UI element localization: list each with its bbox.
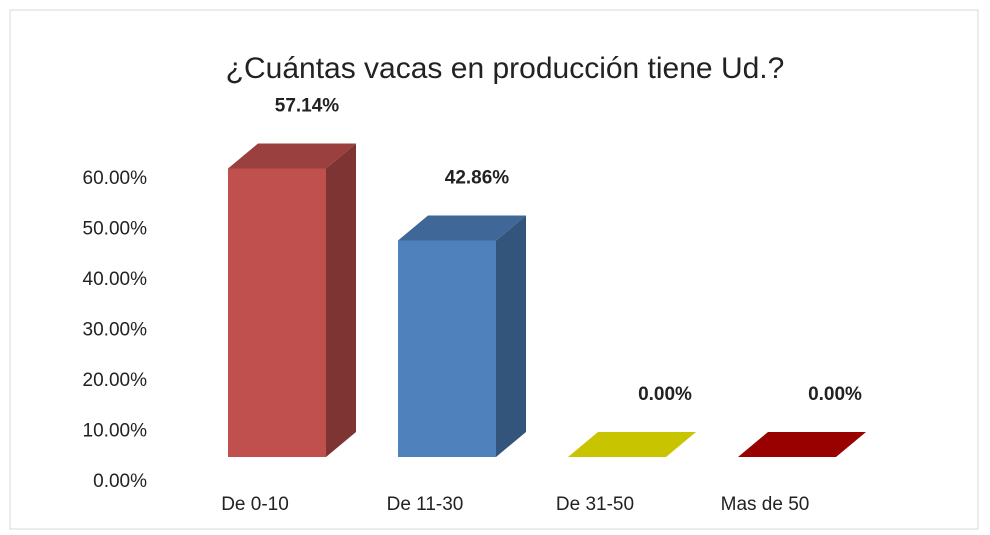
bar-side: [326, 143, 356, 457]
value-label: 57.14%: [275, 95, 340, 116]
bar-front: [228, 168, 326, 457]
bar-top: [738, 432, 866, 457]
value-label: 0.00%: [808, 384, 862, 405]
x-tick-label: De 0-10: [221, 494, 289, 515]
bar-top: [568, 432, 696, 457]
bar: [398, 215, 526, 457]
bar: [228, 143, 356, 457]
y-tick-label: 60.00%: [83, 168, 148, 189]
y-tick-label: 0.00%: [93, 471, 147, 492]
y-tick-label: 10.00%: [83, 421, 148, 442]
x-tick-label: De 31-50: [556, 494, 634, 515]
bar: [568, 432, 696, 457]
x-tick-label: De 11-30: [387, 494, 464, 515]
y-tick-label: 40.00%: [83, 269, 148, 290]
chart-title: ¿Cuántas vacas en producción tiene Ud.?: [226, 52, 785, 85]
y-tick-label: 50.00%: [83, 219, 148, 240]
value-label: 42.86%: [445, 168, 510, 189]
bar-front: [398, 240, 496, 457]
y-tick-label: 30.00%: [83, 320, 148, 341]
y-tick-label: 20.00%: [83, 370, 148, 391]
x-tick-label: Mas de 50: [721, 494, 810, 515]
bar-top: [398, 215, 526, 241]
value-label: 0.00%: [638, 384, 692, 405]
bar-top: [228, 143, 356, 169]
bar: [738, 432, 866, 457]
bar-side: [496, 215, 526, 457]
